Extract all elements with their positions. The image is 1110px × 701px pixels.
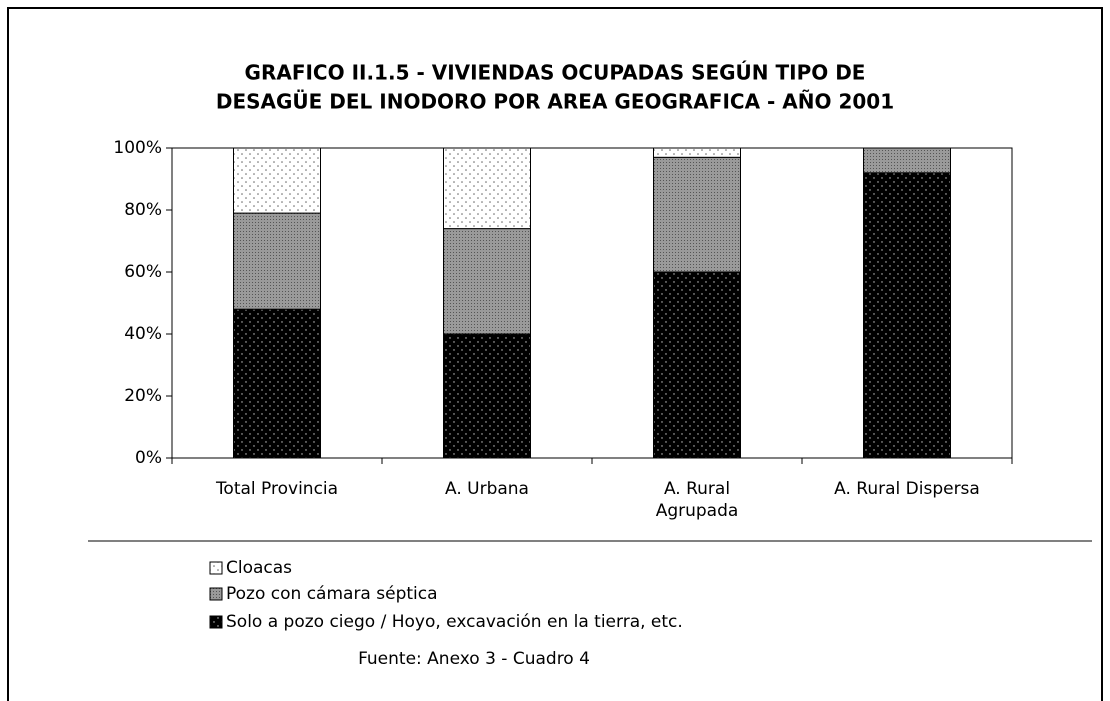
bar-segment xyxy=(863,172,951,459)
bar-segment xyxy=(233,308,321,459)
bar-segment xyxy=(443,228,531,335)
bar-segment xyxy=(443,333,531,459)
y-tick-label: 20% xyxy=(124,386,162,406)
chart-title: GRAFICO II.1.5 - VIVIENDAS OCUPADAS SEGÚ… xyxy=(245,61,866,85)
chart-title: DESAGÜE DEL INODORO POR AREA GEOGRAFICA … xyxy=(216,90,894,114)
y-tick-label: 0% xyxy=(135,448,162,468)
x-tick-label: Total Provincia xyxy=(215,479,339,499)
legend-swatch xyxy=(209,615,223,629)
bar-segment xyxy=(653,147,741,158)
x-tick-label: A. Rural Agrupada xyxy=(655,479,739,521)
y-tick-label: 60% xyxy=(124,262,162,282)
frame xyxy=(7,7,1103,701)
x-tick-label: A. Urbana xyxy=(445,479,529,499)
bar-segment xyxy=(863,147,951,174)
bar-segment xyxy=(233,147,321,214)
legend-swatch xyxy=(209,561,223,575)
legend-label: Pozo con cámara séptica xyxy=(226,584,438,604)
bar-segment xyxy=(653,271,741,459)
bar-segment xyxy=(653,156,741,273)
y-tick-label: 100% xyxy=(113,138,162,158)
y-tick-label: 80% xyxy=(124,200,162,220)
legend-label: Cloacas xyxy=(226,558,292,578)
bar-segment xyxy=(443,147,531,230)
y-tick-label: 40% xyxy=(124,324,162,344)
legend-label: Solo a pozo ciego / Hoyo, excavación en … xyxy=(226,612,683,632)
source: Fuente: Anexo 3 - Cuadro 4 xyxy=(358,649,590,669)
x-tick-label: A. Rural Dispersa xyxy=(834,479,980,499)
bar-segment xyxy=(233,212,321,310)
legend-swatch xyxy=(209,587,223,601)
